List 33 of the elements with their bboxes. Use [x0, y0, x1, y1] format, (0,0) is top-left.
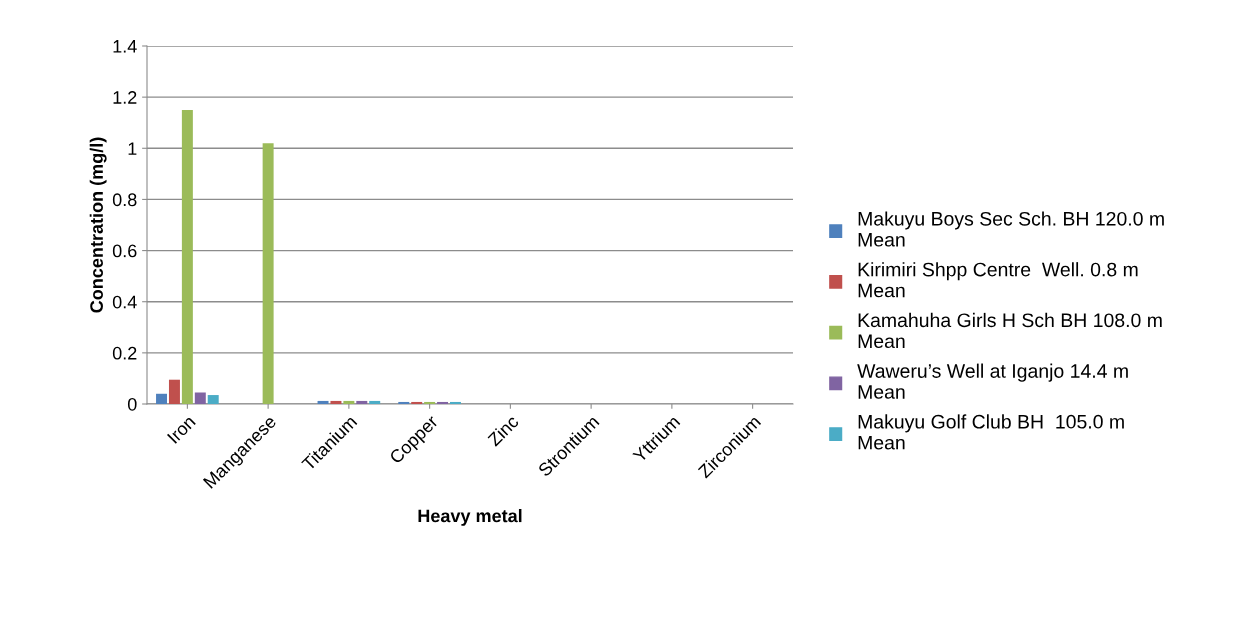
y-tick-label: 0.4: [112, 295, 137, 309]
x-tick-label: Zinc: [486, 414, 520, 447]
bar: [449, 401, 461, 404]
bar: [194, 392, 206, 404]
bar: [437, 401, 449, 404]
bar: [181, 109, 193, 404]
bar: [343, 400, 355, 404]
x-tick-label: Iron: [167, 415, 196, 444]
bar: [424, 401, 436, 404]
bar: [207, 395, 219, 404]
x-axis-title: Heavy metal: [418, 509, 522, 526]
bar: [411, 401, 423, 404]
bar: [398, 401, 410, 404]
legend-label: Makuyu Golf Club BH 105.0 m Mean: [858, 414, 1124, 450]
bar: [317, 400, 329, 404]
bar: [330, 400, 342, 404]
y-tick-label: 0.8: [112, 193, 137, 207]
legend-label: Kirimiri Shpp Centre Well. 0.8 m Mean: [858, 262, 1138, 298]
bar: [156, 393, 168, 404]
y-tick-label: 1: [128, 142, 137, 155]
y-tick-label: 0: [127, 397, 137, 411]
y-tick-label: 1.4: [113, 40, 137, 53]
y-tick-label: 0.2: [112, 346, 137, 360]
bar: [369, 400, 381, 404]
bar: [168, 379, 180, 404]
y-tick-label: 0.6: [112, 244, 137, 258]
legend-label: Waweru’s Well at Iganjo 14.4 m Mean: [857, 363, 1128, 399]
legend-label: Kamahuha Girls H Sch BH 108.0 m Mean: [858, 312, 1162, 349]
bar: [356, 400, 368, 404]
bar: [262, 143, 274, 404]
y-tick-label: 1.2: [113, 91, 137, 104]
y-axis-title: Concentration (mg/l): [89, 137, 107, 313]
legend-label: Makuyu Boys Sec Sch. BH 120.0 m Mean: [858, 211, 1164, 247]
